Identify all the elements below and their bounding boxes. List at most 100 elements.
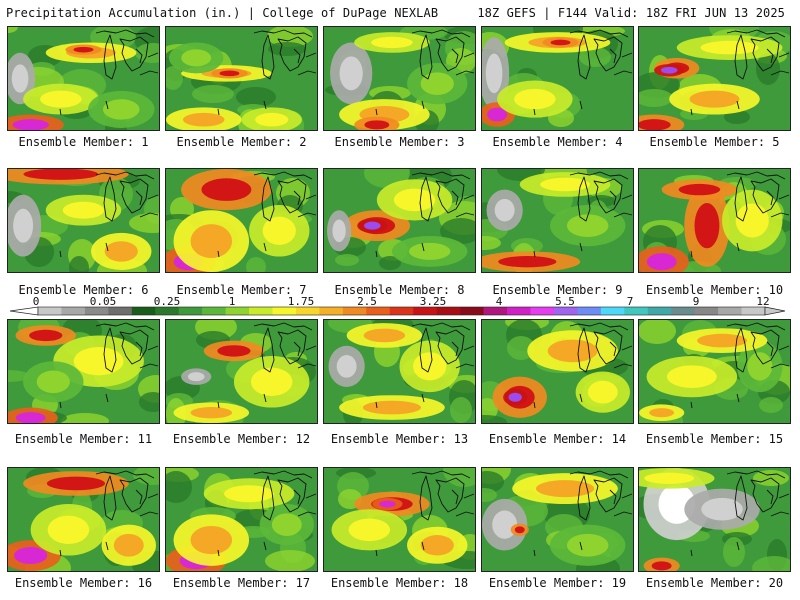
precip-map xyxy=(482,27,633,130)
coastline-outline xyxy=(59,322,159,409)
legend-tick-label: 0.05 xyxy=(90,296,117,308)
legend-swatch xyxy=(108,307,133,315)
legend-tick-label: 0.25 xyxy=(154,296,181,308)
coastline-outline xyxy=(217,470,317,557)
precip-map xyxy=(482,169,633,272)
legend-swatch xyxy=(155,307,180,315)
precip-map xyxy=(166,169,317,272)
legend-swatch xyxy=(671,307,696,315)
ensemble-map-panel xyxy=(7,168,160,273)
legend-swatch xyxy=(553,307,578,315)
precip-map xyxy=(639,320,790,423)
precip-map xyxy=(324,468,475,571)
ensemble-map-panel xyxy=(481,319,634,424)
precip-map xyxy=(166,320,317,423)
precip-map xyxy=(639,27,790,130)
legend-swatch xyxy=(483,307,508,315)
legend-swatch xyxy=(624,307,649,315)
coastline-outline xyxy=(59,470,159,557)
legend-swatch xyxy=(84,307,109,315)
legend-tick-label: 0 xyxy=(33,296,40,308)
legend-tick-label: 7 xyxy=(627,296,634,308)
legend-swatch xyxy=(319,307,344,315)
ensemble-map-panel xyxy=(165,168,318,273)
legend-swatch xyxy=(507,307,531,315)
ensemble-map-panel xyxy=(481,26,634,131)
ensemble-map-panel xyxy=(323,26,476,131)
ensemble-map-panel xyxy=(323,319,476,424)
ensemble-map-panel xyxy=(165,467,318,572)
precip-map xyxy=(8,468,159,571)
legend-swatch xyxy=(131,307,156,315)
precip-map xyxy=(324,27,475,130)
legend-tick-label: 2.5 xyxy=(357,296,377,308)
legend-swatch xyxy=(600,307,625,315)
ensemble-member-label: Ensemble Member: 14 xyxy=(488,432,627,446)
legend-swatch xyxy=(272,307,297,315)
ensemble-map-panel xyxy=(481,467,634,572)
ensemble-map-panel xyxy=(481,168,634,273)
coastline-outline xyxy=(533,470,633,557)
precip-map xyxy=(639,169,790,272)
ensemble-member-label: Ensemble Member: 2 xyxy=(176,135,307,149)
ensemble-map-panel xyxy=(7,319,160,424)
coastline-outline xyxy=(533,322,633,409)
legend-right-arrow xyxy=(764,306,786,316)
ensemble-map-panel xyxy=(638,168,791,273)
ensemble-member-label: Ensemble Member: 5 xyxy=(649,135,780,149)
precip-map xyxy=(482,468,633,571)
ensemble-member-label: Ensemble Member: 6 xyxy=(18,283,149,297)
ensemble-member-label: Ensemble Member: 1 xyxy=(18,135,149,149)
coastline-outline xyxy=(533,29,633,116)
coastline-outline xyxy=(375,29,475,116)
ensemble-map-panel xyxy=(638,467,791,572)
coastline-outline xyxy=(375,171,475,258)
ensemble-member-label: Ensemble Member: 9 xyxy=(492,283,623,297)
legend-tick-label: 1.75 xyxy=(288,296,315,308)
precip-map xyxy=(324,169,475,272)
legend-swatch xyxy=(295,307,320,315)
coastline-outline xyxy=(375,322,475,409)
coastline-outline xyxy=(217,171,317,258)
ensemble-member-label: Ensemble Member: 13 xyxy=(330,432,469,446)
ensemble-member-label: Ensemble Member: 11 xyxy=(14,432,153,446)
ensemble-member-label: Ensemble Member: 10 xyxy=(645,283,784,297)
ensemble-map-panel xyxy=(638,26,791,131)
legend-swatch xyxy=(530,307,555,315)
legend-swatch xyxy=(342,307,367,315)
ensemble-map-panel xyxy=(7,26,160,131)
ensemble-map-panel xyxy=(323,467,476,572)
ensemble-member-label: Ensemble Member: 4 xyxy=(492,135,623,149)
coastline-outline xyxy=(217,29,317,116)
legend-swatch xyxy=(249,307,273,315)
legend-swatch xyxy=(718,307,742,315)
coastline-outline xyxy=(217,322,317,409)
legend-swatch xyxy=(436,307,461,315)
legend-swatch xyxy=(577,307,602,315)
legend-tick-label: 5.5 xyxy=(555,296,575,308)
ensemble-member-label: Ensemble Member: 16 xyxy=(14,576,153,590)
ensemble-member-label: Ensemble Member: 8 xyxy=(334,283,465,297)
coastline-outline xyxy=(59,171,159,258)
coastline-outline xyxy=(59,29,159,116)
legend-swatch xyxy=(647,307,672,315)
legend-swatch xyxy=(413,307,438,315)
precip-map xyxy=(166,468,317,571)
legend-tick-label: 12 xyxy=(756,296,769,308)
legend-swatch xyxy=(61,307,86,315)
color-scale-legend: 0 0.05 0.25 1 1.75 2.5 3.25 4 5.5 7 9 12 xyxy=(9,296,786,316)
legend-left-arrow xyxy=(9,306,39,316)
ensemble-map-panel xyxy=(165,319,318,424)
coastline-outline xyxy=(690,322,790,409)
legend-swatch xyxy=(178,307,203,315)
precip-map xyxy=(8,169,159,272)
legend-swatch xyxy=(741,307,766,315)
legend-swatch xyxy=(694,307,719,315)
legend-swatch xyxy=(389,307,414,315)
ensemble-map-panel xyxy=(638,319,791,424)
precip-map xyxy=(8,320,159,423)
ensemble-member-label: Ensemble Member: 3 xyxy=(334,135,465,149)
ensemble-member-label: Ensemble Member: 7 xyxy=(176,283,307,297)
precip-map xyxy=(482,320,633,423)
coastline-outline xyxy=(690,470,790,557)
